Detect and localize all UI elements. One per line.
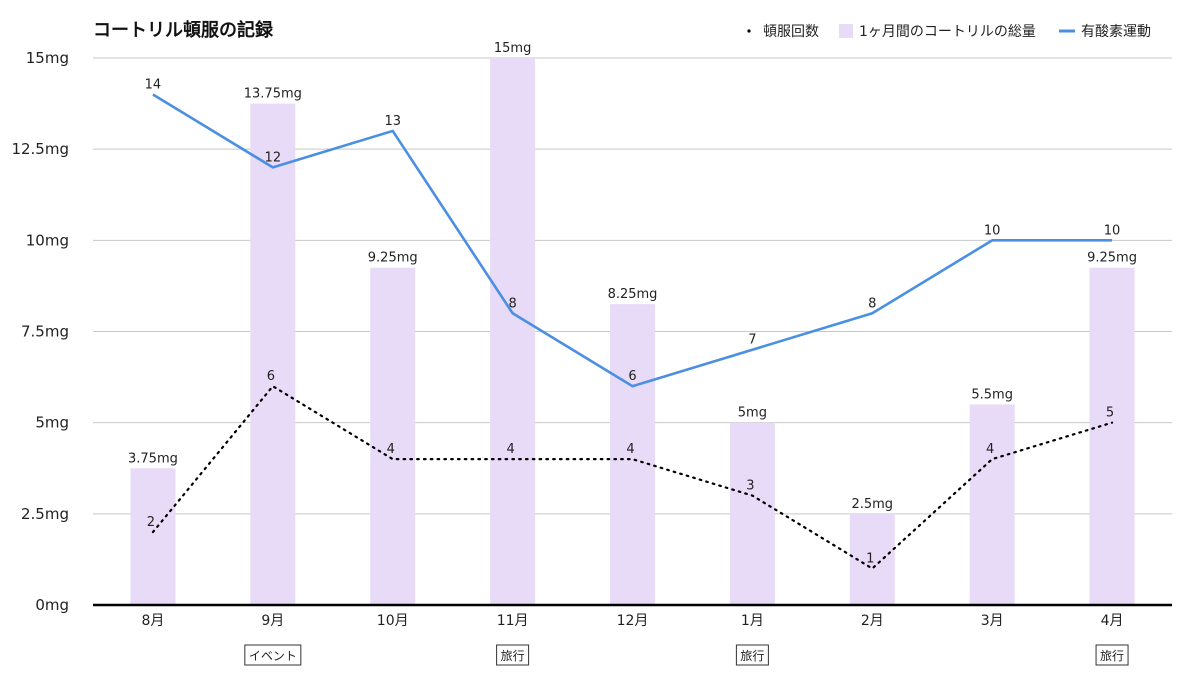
- bar: [370, 267, 416, 605]
- y-tick-label: 10mg: [26, 231, 69, 249]
- series-line: [152, 93, 1113, 388]
- line-data-label: 4: [387, 442, 395, 457]
- line-data-label: 3: [746, 479, 754, 494]
- data-labels: 3.75mg 13.75mg 9.25mg 15mg 8.25mg 5mg 2.5mg 5.5…: [128, 41, 1137, 567]
- annotation-box: [1095, 644, 1129, 666]
- legend: 頓服回数 1ヶ月間のコートリルの総量 有酸素運動: [747, 24, 1151, 40]
- line-data-label: 7: [748, 333, 756, 348]
- bar: [250, 103, 296, 605]
- x-tick-label: 2月: [861, 613, 884, 629]
- annotation-label: 旅行: [1100, 649, 1124, 663]
- bar: [610, 304, 655, 605]
- annotation-box: [244, 644, 302, 666]
- x-tick-label: 3月: [981, 613, 1004, 629]
- line-data-label: 14: [145, 77, 162, 92]
- x-tick-label: 9月: [261, 613, 284, 629]
- line-data-label: 4: [506, 442, 514, 457]
- line-data-label: 2: [147, 515, 155, 530]
- bar-data-label: 15mg: [494, 41, 531, 56]
- bar: [130, 468, 176, 605]
- line-data-label: 8: [868, 296, 876, 311]
- bar-data-label: 5mg: [738, 406, 767, 421]
- line-data-label: 10: [1104, 223, 1121, 238]
- line-data-label: 13: [384, 114, 401, 129]
- line-data-label: 1: [866, 552, 874, 567]
- line-data-label: 6: [267, 369, 275, 384]
- annotation-box: [496, 644, 530, 666]
- x-tick-label: 1月: [741, 613, 764, 629]
- bar-data-label: 2.5mg: [851, 497, 893, 512]
- annotation-label: 旅行: [501, 649, 525, 663]
- line-data-label: 5: [1106, 406, 1114, 421]
- chart-title: コートリル頓服の記録: [93, 19, 274, 41]
- line-data-label: 12: [265, 150, 282, 165]
- y-tick-label: 5mg: [35, 414, 69, 432]
- line-data-label: 6: [628, 369, 636, 384]
- y-tick-label: 7.5mg: [21, 323, 69, 341]
- x-tick-label: 10月: [377, 613, 409, 629]
- bar-data-label: 8.25mg: [608, 287, 658, 302]
- legend-label: 頓服回数: [763, 24, 819, 40]
- annotation-label: イベント: [249, 649, 297, 663]
- bar: [490, 58, 536, 605]
- legend-label: 1ヶ月間のコートリルの総量: [859, 24, 1036, 40]
- line-data-label: 4: [986, 442, 994, 457]
- legend-label: 有酸素運動: [1081, 24, 1151, 40]
- x-tick-label: 11月: [497, 613, 529, 629]
- lines: [151, 93, 1114, 570]
- bars: [130, 58, 1135, 605]
- bar: [1089, 267, 1135, 605]
- bar-data-label: 9.25mg: [1087, 251, 1137, 266]
- line-data-label: 10: [984, 223, 1001, 238]
- bar-data-label: 9.25mg: [368, 251, 418, 266]
- x-tick-label: 12月: [617, 613, 649, 629]
- legend-swatch-bar: [839, 24, 853, 38]
- x-axis: 8月 9月 10月 11月 12月 1月 2月 3月 4月: [93, 603, 1172, 629]
- line-data-label: 8: [508, 296, 516, 311]
- y-tick-label: 12.5mg: [11, 140, 69, 158]
- bar: [729, 422, 775, 605]
- bar-data-label: 5.5mg: [971, 387, 1013, 402]
- legend-swatch-dot: [747, 29, 751, 33]
- bar: [969, 404, 1015, 605]
- x-tick-label: 8月: [141, 613, 164, 629]
- annotation-box: [735, 644, 769, 666]
- annotation-label: 旅行: [740, 649, 764, 663]
- y-tick-label: 2.5mg: [21, 505, 69, 523]
- bar-data-label: 13.75mg: [244, 87, 302, 102]
- annotations: イベント 旅行 旅行 旅行: [244, 644, 1129, 666]
- y-tick-label: 15mg: [26, 49, 69, 67]
- line-data-label: 4: [626, 442, 634, 457]
- y-tick-label: 0mg: [35, 596, 69, 614]
- bar-data-label: 3.75mg: [128, 451, 178, 466]
- x-tick-label: 4月: [1101, 613, 1124, 629]
